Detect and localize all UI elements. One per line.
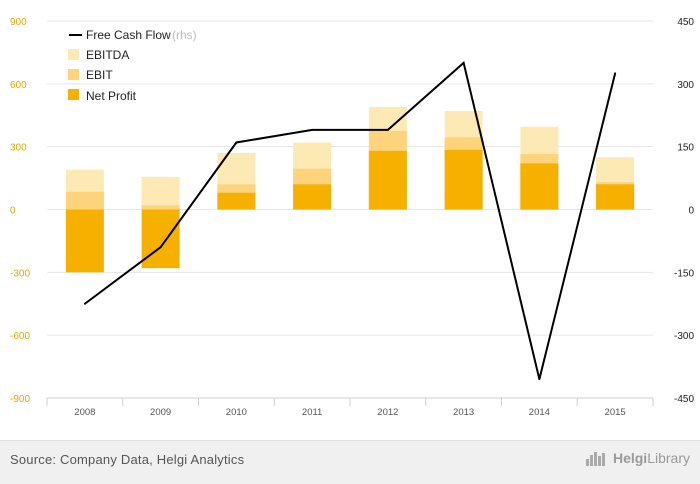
- x-tick-label: 2010: [226, 407, 247, 418]
- fcf-point: [83, 302, 86, 305]
- bar-net-profit: [65, 209, 104, 273]
- x-tick-label: 2014: [529, 407, 550, 418]
- x-tick-label: 2011: [302, 407, 322, 418]
- legend-ebit-swatch: [68, 69, 79, 80]
- bar-net-profit: [368, 150, 407, 210]
- x-tick-label: 2013: [453, 407, 474, 418]
- fcf-point: [538, 378, 541, 381]
- legend-ebitda-swatch: [68, 49, 79, 60]
- y-left-tick-label: -900: [10, 394, 30, 405]
- y-right-tick-label: 450: [677, 17, 694, 28]
- footer: Source: Company Data, Helgi Analytics He…: [0, 440, 700, 484]
- x-tick-label: 2009: [150, 407, 171, 418]
- fcf-line-group: [83, 61, 617, 381]
- y-right-tick-label: 0: [688, 206, 694, 217]
- y-left-tick-label: 600: [10, 80, 27, 91]
- fcf-point: [159, 246, 162, 249]
- x-tick-label: 2012: [377, 407, 398, 418]
- y-left-tick-label: 0: [10, 206, 16, 217]
- brand-logo: HelgiLibrary: [585, 450, 690, 466]
- gridlines: [47, 20, 653, 399]
- bar-ebit: [141, 205, 180, 210]
- bar-ebit: [65, 191, 104, 210]
- x-tick-label: 2008: [74, 407, 95, 418]
- legend: Free Cash Flow (rhs) EBITDA EBIT Net Pro…: [68, 28, 197, 103]
- y-right-tick-label: 300: [677, 80, 694, 91]
- y-left-tick-label: 900: [10, 17, 27, 28]
- axes: 900 600 300 0 -300 -600 -900 450 300 150 0 -150 -300…: [10, 17, 694, 418]
- bar-net-profit: [444, 149, 483, 210]
- y-left-tick-label: -600: [10, 331, 30, 342]
- skyline-icon: [585, 452, 605, 466]
- fcf-point: [614, 72, 617, 75]
- bar-net-profit: [217, 192, 256, 210]
- chart: 900 600 300 0 -300 -600 -900 450 300 150 0 -150 -300…: [10, 17, 694, 418]
- bar-net-profit: [520, 163, 559, 210]
- y-left-tick-label: -300: [10, 268, 30, 279]
- source-text: Source: Company Data, Helgi Analytics: [10, 452, 245, 467]
- brand-rest: Library: [647, 450, 690, 466]
- bar-net-profit: [293, 184, 332, 210]
- y-right-tick-label: -300: [674, 331, 694, 342]
- fcf-point: [311, 128, 314, 131]
- legend-netprofit-label: Net Profit: [86, 89, 137, 103]
- fcf-line: [84, 61, 617, 380]
- bar-net-profit: [596, 184, 635, 210]
- x-tick-label: 2015: [605, 407, 626, 418]
- bar-ebitda: [141, 177, 180, 210]
- legend-ebitda-label: EBITDA: [86, 48, 129, 62]
- y-right-tick-label: -150: [674, 268, 694, 279]
- y-left-tick-label: 300: [10, 143, 27, 154]
- fcf-point: [235, 141, 238, 144]
- legend-fcf-label: Free Cash Flow: [86, 28, 171, 42]
- bars: [65, 106, 635, 273]
- legend-netprofit-swatch: [68, 89, 79, 100]
- fcf-point: [462, 61, 465, 64]
- y-right-tick-label: 150: [677, 143, 694, 154]
- bar-net-profit: [141, 209, 180, 269]
- legend-rhs-note: (rhs): [172, 28, 197, 42]
- y-right-tick-label: -450: [674, 394, 694, 405]
- legend-ebit-label: EBIT: [86, 68, 113, 82]
- brand-bold: Helgi: [612, 450, 648, 466]
- fcf-point: [386, 128, 389, 131]
